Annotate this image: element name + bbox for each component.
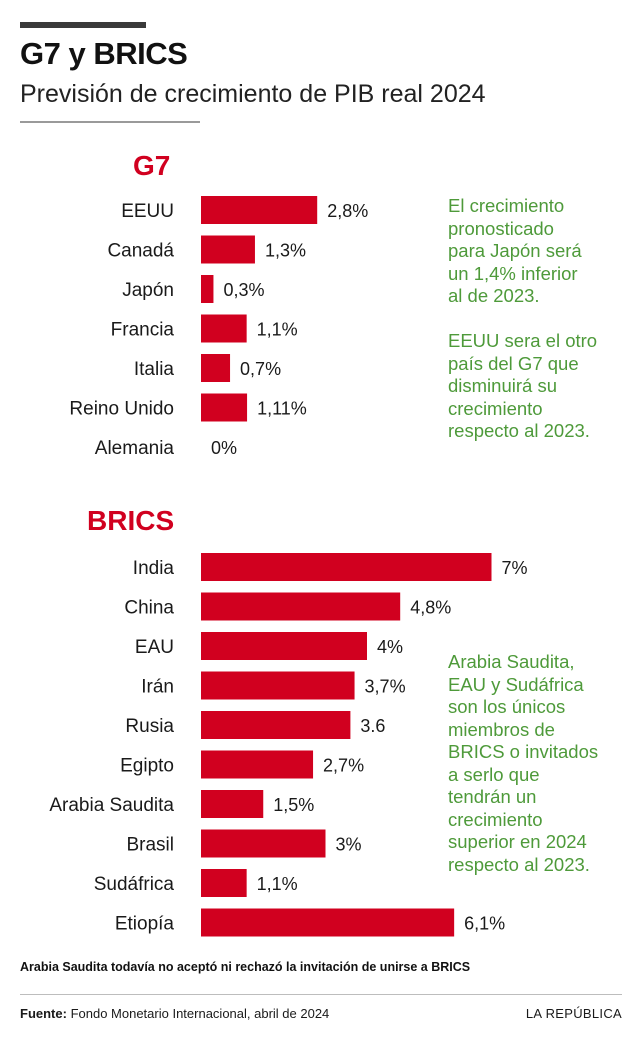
g7-value-label: 2,8% [327,201,368,221]
title-divider [20,121,200,123]
brics-category-label: Irán [141,677,174,698]
brics-value-label: 4% [377,637,403,657]
g7-bar [201,275,214,303]
g7-value-label: 1,11% [257,399,307,419]
g7-value-label: 1,1% [257,320,298,340]
top-accent-bar [20,22,146,28]
page-title: G7 y BRICS [20,36,188,71]
brics-section-title: BRICS [87,505,175,536]
brics-category-label: Sudáfrica [94,874,175,895]
brics-value-label: 1,5% [273,795,314,815]
brics-category-label: EAU [135,637,174,658]
source-line: Fuente: Fondo Monetario Internacional, a… [20,1006,329,1021]
g7-value-label: 0,3% [223,280,264,300]
source-label: Fuente: [20,1006,67,1021]
brics-value-label: 4,8% [410,598,451,618]
g7-bar [201,235,255,264]
g7-bar [201,314,247,343]
g7-category-label: Italia [134,359,175,380]
brics-value-label: 1,1% [257,874,298,894]
g7-category-label: Alemania [95,438,175,459]
brics-category-label: Arabia Saudita [49,795,174,816]
brics-bar [201,632,367,660]
g7-value-label: 0,7% [240,359,281,379]
brics-category-label: China [124,598,174,619]
brics-value-label: 2,7% [323,756,364,776]
brics-bar [201,750,314,779]
brics-value-label: 3% [336,835,362,855]
g7-category-label: Francia [111,320,175,341]
g7-bar [201,354,231,382]
page-subtitle: Previsión de crecimiento de PIB real 202… [20,80,486,108]
g7-bar-chart: EEUU 2,8% Canadá 1,3% Japón 0,3% Francia 1,1% It… [69,196,368,459]
brics-value-label: 7% [502,558,528,578]
brics-bar [201,553,492,581]
g7-note: El crecimiento pronosticado para Japón s… [448,195,598,441]
brics-value-label: 6,1% [464,914,505,934]
footer-divider [20,994,622,995]
brics-bar [201,869,247,897]
brics-category-label: Egipto [120,756,174,777]
g7-bar [201,393,248,422]
brics-category-label: Etiopía [115,914,175,935]
brics-note: Arabia Saudita, EAU y Sudáfrica son los … [448,651,599,875]
brics-bar [201,671,355,700]
brics-category-label: Rusia [125,716,174,737]
brics-value-label: 3,7% [365,677,406,697]
brics-bar [201,711,351,739]
brics-bar [201,829,326,858]
g7-section-title: G7 [133,150,171,181]
brics-category-label: India [133,558,175,579]
brics-category-label: Brasil [126,835,174,856]
brics-bar [201,592,401,621]
g7-value-label: 0% [211,438,237,458]
brics-bar [201,908,455,937]
g7-bar [201,196,318,224]
brand-logo-text: LA REPÚBLICA [525,1006,622,1021]
g7-category-label: Japón [122,280,174,301]
brics-value-label: 3.6 [360,716,385,736]
g7-category-label: Canadá [107,241,174,262]
brics-bar [201,790,264,818]
footnote: Arabia Saudita todavía no aceptó ni rech… [20,960,471,974]
source-text: Fondo Monetario Internacional, abril de … [66,1006,330,1021]
g7-category-label: Reino Unido [69,399,174,420]
brics-bar-chart: India 7% China 4,8% EAU 4% Irán 3,7% Rusia 3.6 Egi… [49,553,528,937]
g7-value-label: 1,3% [265,241,306,261]
g7-category-label: EEUU [121,201,174,222]
